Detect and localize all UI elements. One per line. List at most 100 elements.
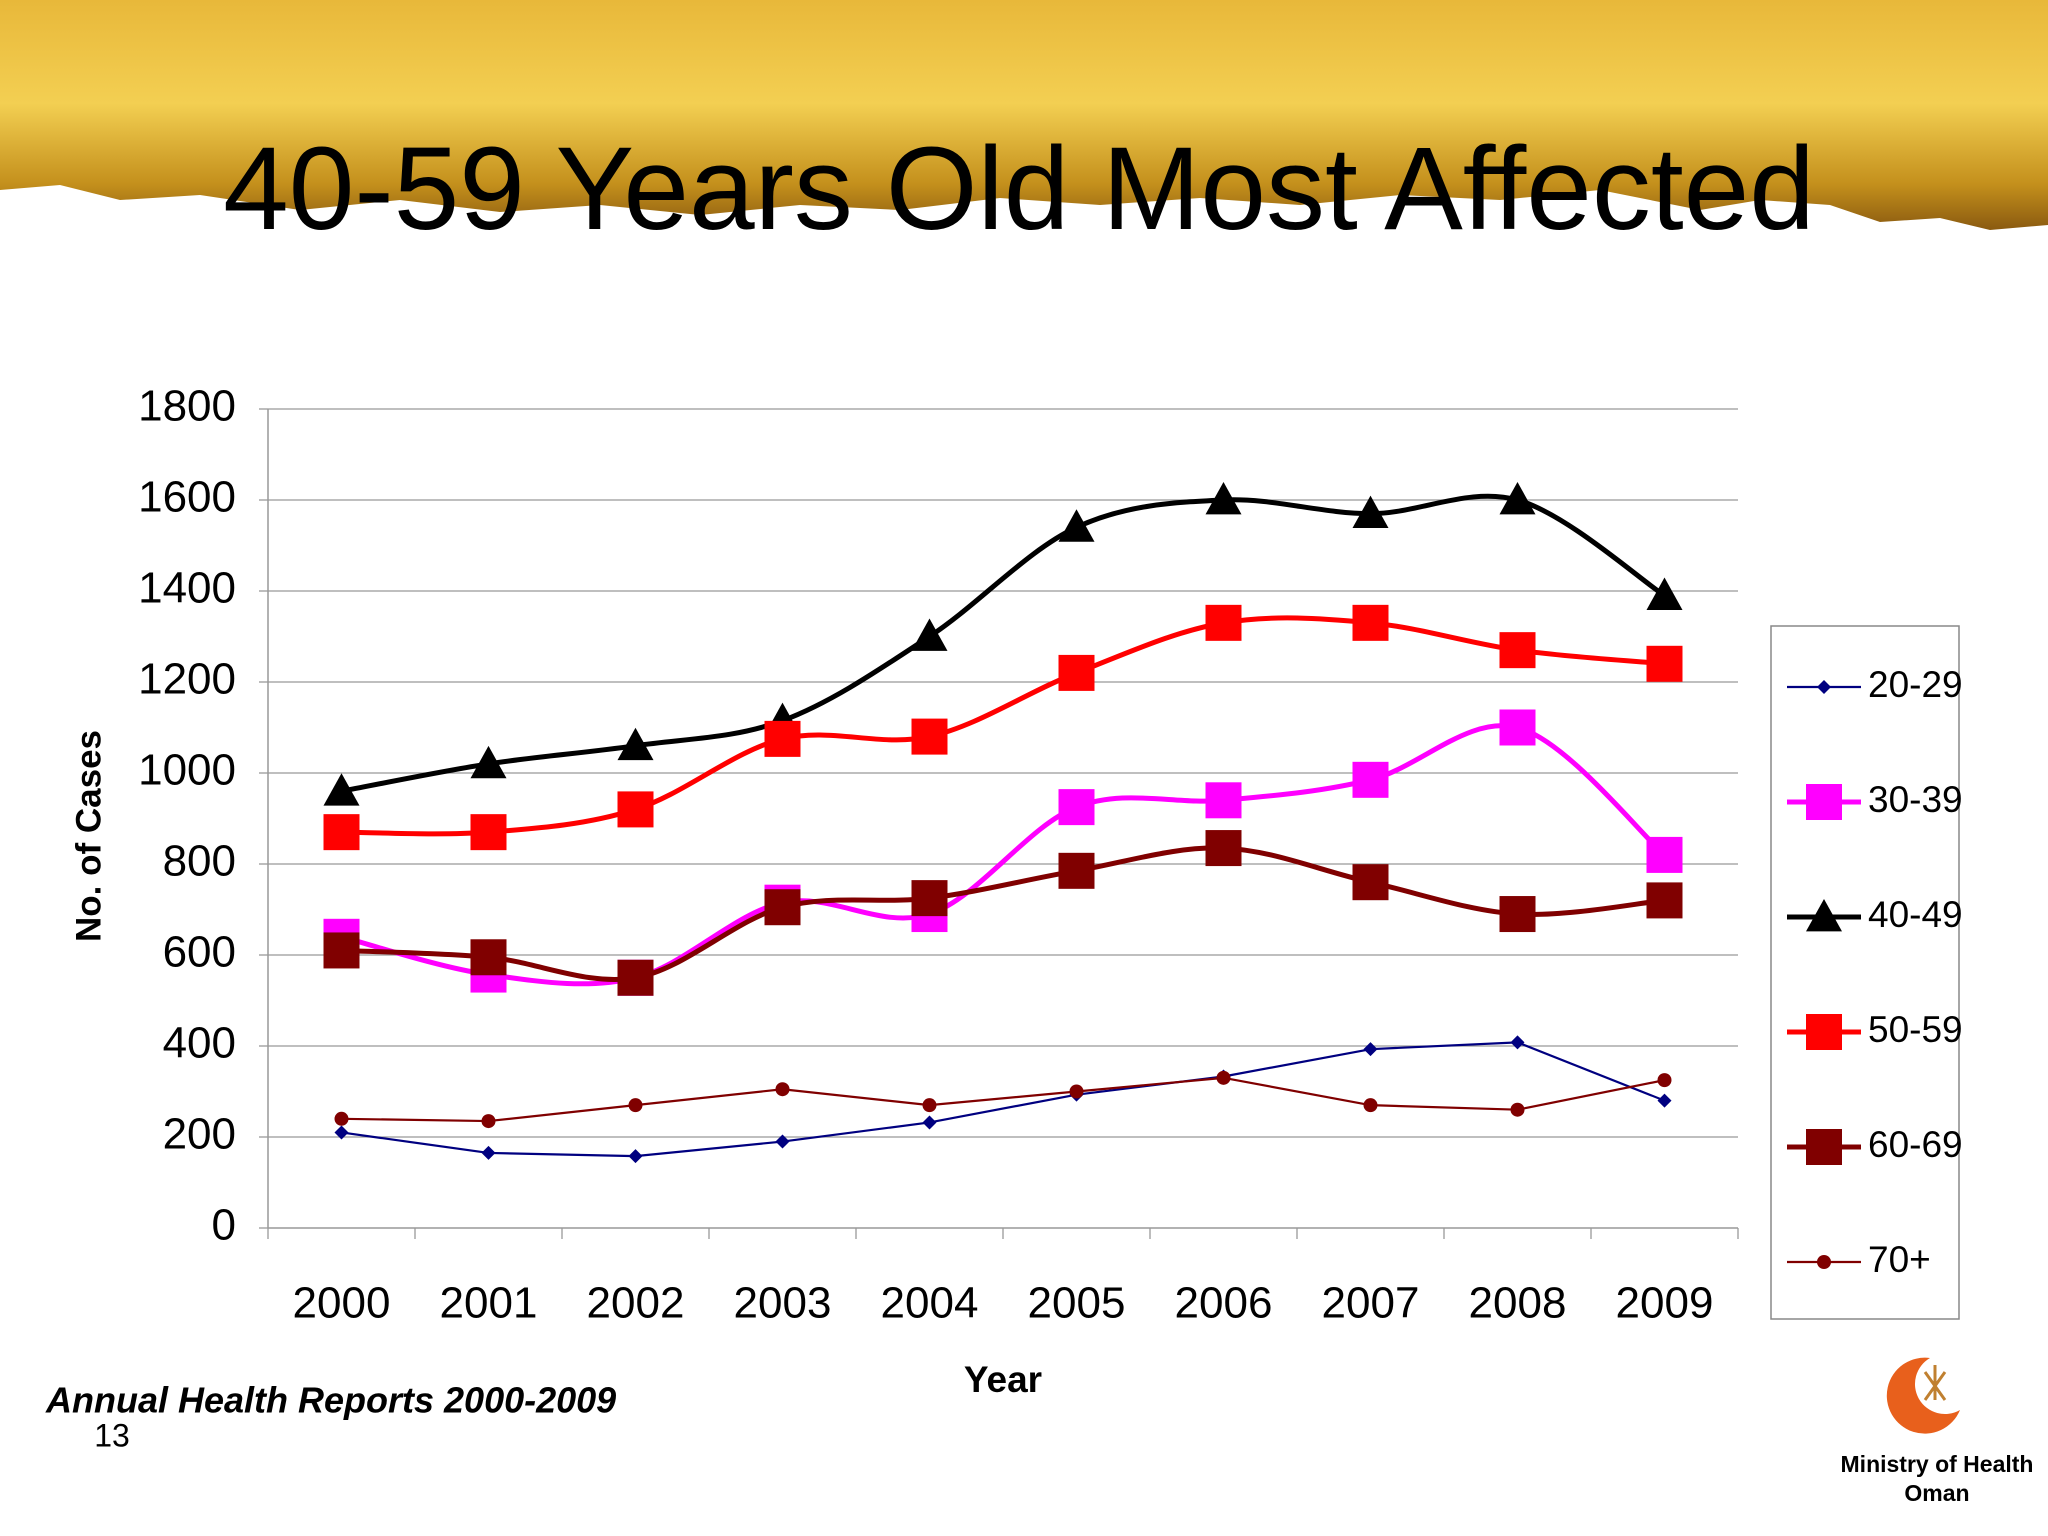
logo [1886,1357,1960,1434]
y-tick-label: 1800 [138,382,236,431]
marker [764,720,801,757]
y-tick-label: 0 [212,1201,236,1250]
marker [481,1145,496,1160]
marker [1510,1035,1525,1050]
x-tick-label: 2007 [1322,1279,1420,1328]
marker [775,1134,790,1149]
legend-marker [1806,1129,1842,1165]
x-axis-label: Year [964,1359,1042,1400]
marker [323,814,360,851]
marker [1510,1102,1525,1117]
marker [1646,836,1683,873]
logo-text: Oman [1904,1480,1969,1506]
marker [1363,1098,1378,1113]
marker [1069,1084,1084,1099]
series-line [341,1076,1665,1123]
marker [1058,789,1095,826]
marker [1499,709,1536,746]
marker [617,791,654,828]
series [323,830,1683,996]
x-tick-label: 2006 [1175,1279,1273,1328]
x-tick-label: 2001 [440,1279,538,1328]
series-line [341,845,1665,982]
marker [334,1125,349,1140]
marker [1499,482,1536,515]
legend-marker [1806,899,1842,932]
logo-text: Ministry of Health [1841,1451,2034,1477]
marker [1657,1073,1672,1088]
legend-label: 30-39 [1868,779,1963,820]
logo-emblem [1923,1365,1947,1401]
x-tick-label: 2002 [587,1279,685,1328]
legend-box [1770,625,1960,1320]
x-tick-label: 2008 [1469,1279,1567,1328]
legend-marker [1806,784,1842,820]
x-tick-label: 2004 [881,1279,979,1328]
marker [481,1114,496,1129]
y-tick-label: 600 [163,928,236,977]
marker [1352,761,1389,798]
marker [1058,654,1095,691]
marker [1657,1093,1672,1108]
legend-label: 70+ [1868,1239,1931,1280]
x-tick-label: 2003 [734,1279,832,1328]
marker [911,718,948,755]
y-tick-label: 1000 [138,746,236,795]
series-line [341,493,1666,794]
marker [628,1098,643,1113]
series [323,604,1683,851]
page-number: 13 [94,1417,130,1453]
marker [911,880,948,917]
y-tick-label: 1400 [138,564,236,613]
marker [628,1149,643,1164]
legend-label: 50-59 [1868,1009,1963,1050]
chart-title: 40-59 Years Old Most Affected [223,123,1815,255]
x-tick-label: 2005 [1028,1279,1126,1328]
x-tick-label: 2009 [1616,1279,1714,1328]
legend-marker [1817,680,1831,694]
marker [1058,509,1095,542]
marker [1205,604,1242,641]
marker [1058,852,1095,889]
marker [1363,1042,1378,1057]
y-axis-label: No. of Cases [69,730,108,942]
marker [764,889,801,926]
marker [617,959,654,996]
source-note: Annual Health Reports 2000-2009 [45,1380,616,1421]
marker [1646,882,1683,919]
marker [470,814,507,851]
marker [911,618,948,651]
marker [1499,632,1536,669]
series-line [341,615,1665,837]
legend-marker [1817,1255,1831,1269]
header-band [0,0,2048,230]
legend-label: 40-49 [1868,894,1963,935]
marker [1205,482,1242,515]
marker [1216,1070,1231,1085]
logo-crescent [1886,1357,1960,1434]
marker [775,1082,790,1097]
marker [1646,577,1683,610]
marker [1499,896,1536,933]
y-tick-label: 400 [163,1019,236,1068]
y-tick-label: 800 [163,837,236,886]
legend-marker [1806,1014,1842,1050]
marker [1352,864,1389,901]
y-tick-label: 1200 [138,655,236,704]
marker [323,932,360,969]
marker [334,1111,349,1126]
series-line [340,723,1667,987]
marker [470,745,507,779]
marker [470,939,507,976]
marker [1205,782,1242,819]
marker [922,1115,937,1130]
marker [1646,645,1683,682]
series [334,1070,1672,1129]
series-line [341,1041,1665,1158]
marker [1205,830,1242,867]
marker [922,1098,937,1113]
y-tick-label: 1600 [138,473,236,522]
plot-area: 0 200 400 600 800 1000 1200 1400 1600 1800 2000 200… [138,382,1963,1328]
legend-label: 60-69 [1868,1124,1963,1165]
